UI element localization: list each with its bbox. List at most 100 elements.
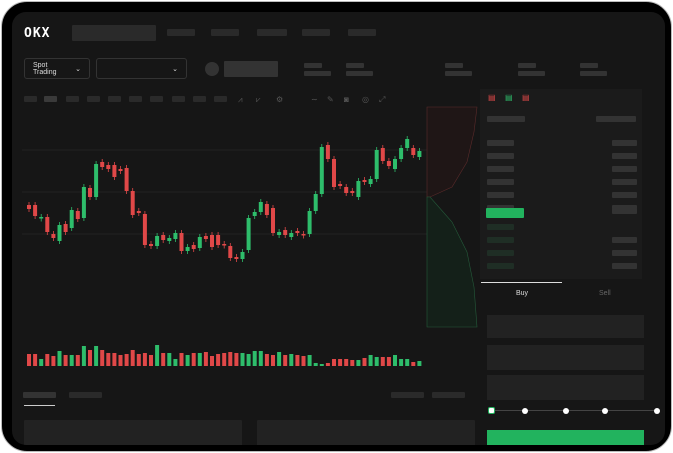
slider-stop-25[interactable] bbox=[522, 408, 528, 414]
volume-bar bbox=[149, 355, 153, 366]
candle-body bbox=[350, 191, 355, 193]
candle-body bbox=[112, 165, 117, 177]
tab-open-orders[interactable] bbox=[23, 392, 56, 398]
tab-buy[interactable]: Buy bbox=[516, 290, 529, 297]
nav-item[interactable] bbox=[257, 29, 287, 36]
candle bbox=[63, 221, 68, 235]
orderbook-bids-icon[interactable]: ▤ bbox=[505, 93, 513, 102]
nav-item[interactable] bbox=[211, 29, 239, 36]
search-bar[interactable] bbox=[72, 25, 156, 41]
candle-body bbox=[167, 238, 172, 241]
filter-button[interactable] bbox=[432, 392, 465, 398]
timeframe-button[interactable] bbox=[66, 96, 79, 102]
candle bbox=[197, 234, 202, 251]
candle-body bbox=[222, 244, 227, 246]
candle bbox=[112, 162, 117, 180]
candle-body bbox=[386, 161, 391, 166]
candle bbox=[118, 166, 123, 174]
volume-bar bbox=[27, 354, 31, 366]
candle bbox=[210, 232, 214, 250]
stat-label bbox=[518, 63, 536, 68]
candle bbox=[411, 145, 416, 158]
candle bbox=[338, 181, 343, 189]
candle-body bbox=[405, 139, 410, 148]
candle bbox=[228, 243, 233, 261]
depth-asks bbox=[426, 106, 478, 198]
volume-bar bbox=[185, 355, 190, 366]
slider-handle[interactable] bbox=[488, 407, 495, 414]
candle bbox=[39, 214, 44, 222]
candle bbox=[136, 208, 141, 216]
candle bbox=[222, 241, 227, 249]
timeframe-button[interactable] bbox=[172, 96, 185, 102]
timeframe-button[interactable] bbox=[150, 96, 163, 102]
buy-tab-underline bbox=[481, 282, 562, 283]
candle-body bbox=[362, 180, 367, 182]
slider-stop-100[interactable] bbox=[654, 408, 660, 414]
candle-body bbox=[173, 233, 178, 239]
chevron-down-icon: ⌄ bbox=[172, 65, 178, 73]
candle-body bbox=[39, 217, 44, 219]
candle-body bbox=[63, 224, 68, 232]
target-icon[interactable]: ◎ bbox=[362, 95, 369, 104]
candle bbox=[185, 244, 190, 254]
slider-stop-50[interactable] bbox=[563, 408, 569, 414]
candle bbox=[191, 242, 196, 252]
indicator-icon[interactable]: ⩘ bbox=[238, 95, 243, 104]
nav-item[interactable] bbox=[348, 29, 376, 36]
best-price bbox=[486, 208, 524, 218]
candle bbox=[167, 235, 172, 244]
line-icon[interactable]: ∼ bbox=[311, 95, 318, 104]
timeframe-button[interactable] bbox=[44, 96, 57, 102]
volume-bar bbox=[271, 355, 275, 366]
timeframe-button[interactable] bbox=[193, 96, 206, 102]
buy-submit-button[interactable] bbox=[487, 430, 644, 445]
orderbook-both-icon[interactable]: ▤ bbox=[488, 93, 496, 102]
pair-dropdown[interactable]: ⌄ bbox=[96, 58, 187, 79]
candle bbox=[81, 184, 86, 221]
candle bbox=[399, 145, 404, 162]
volume-bar bbox=[234, 353, 239, 366]
volume-bar bbox=[252, 351, 257, 366]
tab-history[interactable] bbox=[69, 392, 102, 398]
stat-value bbox=[580, 71, 607, 76]
candle-body bbox=[307, 211, 312, 234]
tab-sell[interactable]: Sell bbox=[599, 290, 611, 297]
nav-item[interactable] bbox=[302, 29, 330, 36]
volume-bar bbox=[362, 358, 367, 366]
fullscreen-icon[interactable]: ⤢ bbox=[379, 95, 386, 104]
timeframe-button[interactable] bbox=[24, 96, 37, 102]
candle-type-icon[interactable]: ⩗ bbox=[256, 95, 261, 104]
total-input[interactable] bbox=[487, 375, 644, 400]
camera-icon[interactable]: ◙ bbox=[344, 95, 349, 104]
draw-icon[interactable]: ✎ bbox=[327, 95, 334, 104]
settings-icon[interactable]: ⚙ bbox=[276, 95, 284, 104]
filter-button[interactable] bbox=[391, 392, 424, 398]
percent-slider[interactable] bbox=[490, 410, 658, 411]
volume-bar bbox=[173, 359, 178, 366]
spot-trading-dropdown[interactable]: Spot Trading ⌄ bbox=[24, 58, 90, 79]
volume-bar bbox=[45, 354, 50, 366]
timeframe-button[interactable] bbox=[129, 96, 142, 102]
candlestick-chart[interactable] bbox=[12, 12, 665, 445]
candle bbox=[362, 177, 367, 185]
ask-amount bbox=[612, 192, 637, 198]
timeframe-button[interactable] bbox=[214, 96, 227, 102]
volume-bar bbox=[277, 352, 282, 366]
orderbook-asks-icon[interactable]: ▤ bbox=[522, 93, 530, 102]
candle bbox=[264, 201, 269, 218]
price-input[interactable] bbox=[487, 315, 644, 338]
candle-body bbox=[203, 236, 208, 239]
nav-item[interactable] bbox=[167, 29, 195, 36]
volume-bar bbox=[210, 356, 214, 366]
volume-bar bbox=[350, 360, 355, 366]
candle bbox=[203, 233, 208, 242]
candle-body bbox=[417, 151, 422, 157]
amount-input[interactable] bbox=[487, 345, 644, 370]
timeframe-button[interactable] bbox=[108, 96, 121, 102]
volume-bar bbox=[106, 353, 111, 366]
volume-bar bbox=[393, 355, 397, 366]
timeframe-button[interactable] bbox=[87, 96, 100, 102]
bid-price bbox=[487, 263, 514, 269]
slider-stop-75[interactable] bbox=[602, 408, 608, 414]
